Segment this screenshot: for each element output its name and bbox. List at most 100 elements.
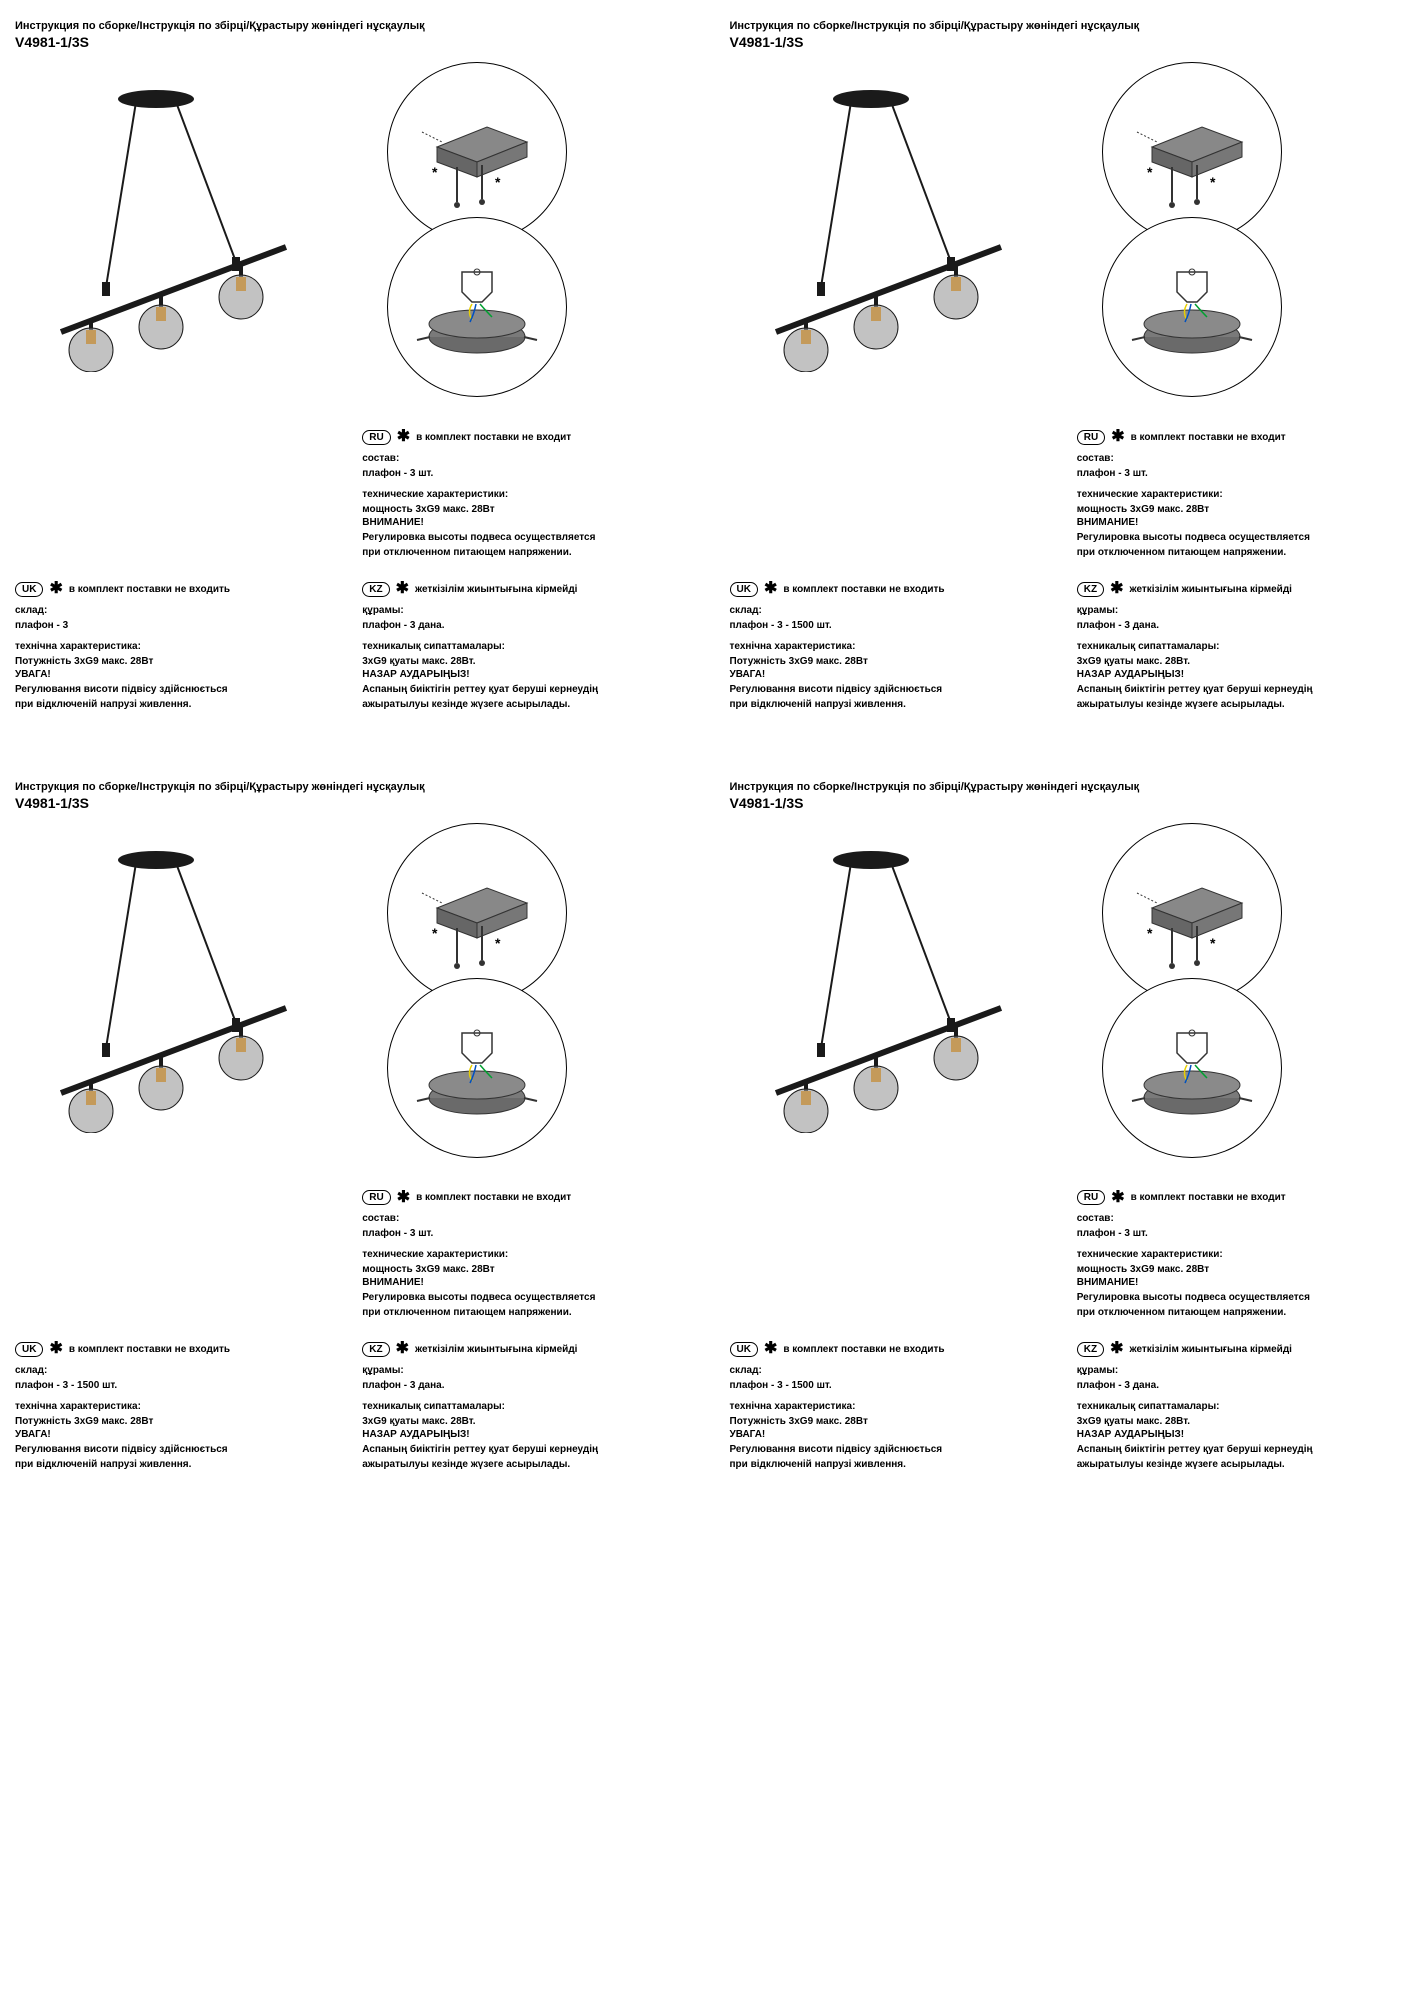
pendant-lamp-illustration <box>761 833 1021 1133</box>
kz-badge: KZ <box>1077 1342 1104 1357</box>
ru-power: мощность 3xG9 макс. 28Вт <box>362 1263 679 1276</box>
ru-composition-label: состав: <box>362 1212 679 1225</box>
instruction-page: Инструкция по сборке/Інструкція по збірц… <box>725 10 1400 741</box>
uk-language-block: UK ✱ в комплект поставки не входить скла… <box>15 579 332 711</box>
detail-circle-top: * * <box>1102 823 1282 1003</box>
uk-language-block: UK ✱ в комплект поставки не входить скла… <box>730 579 1047 711</box>
ceiling-canopy-detail <box>402 232 552 382</box>
uk-power: Потужність 3xG9 макс. 28Вт <box>730 1415 1047 1428</box>
ru-badge: RU <box>1077 1190 1105 1205</box>
kz-composition-label: құрамы: <box>362 1364 679 1377</box>
detail-circle-bottom <box>387 217 567 397</box>
ru-note2: при отключенном питающем напряжении. <box>1077 546 1394 559</box>
ru-not-included: в комплект поставки не входит <box>416 1191 571 1204</box>
uk-note1: Регулювання висоти підвісу здійснюється <box>730 683 1047 696</box>
ru-power: мощность 3xG9 макс. 28Вт <box>1077 503 1394 516</box>
uk-composition-value: плафон - 3 <box>15 619 332 632</box>
uk-badge: UK <box>730 1342 758 1357</box>
kz-composition-label: құрамы: <box>1077 1364 1394 1377</box>
instruction-page: Инструкция по сборке/Інструкція по збірц… <box>725 771 1400 1502</box>
detail-circle-bottom <box>1102 978 1282 1158</box>
asterisk-icon: ✱ <box>764 1339 777 1360</box>
kz-composition-value: плафон - 3 дана. <box>1077 1379 1394 1392</box>
kz-tech-label: техникалық сипаттамалары: <box>362 640 679 653</box>
kz-language-block: KZ ✱ жеткізілім жиынтығына кірмейді құра… <box>362 1339 679 1471</box>
ru-tech-label: технические характеристики: <box>362 1248 679 1261</box>
kz-note2: ажыратылуы кезінде жүзеге асырылады. <box>1077 698 1394 711</box>
asterisk-icon: ✱ <box>1110 1339 1123 1360</box>
uk-note1: Регулювання висоти підвісу здійснюється <box>730 1443 1047 1456</box>
asterisk-icon: ✱ <box>397 427 410 448</box>
kz-warning: НАЗАР АУДАРЫҢЫЗ! <box>362 668 679 681</box>
uk-note1: Регулювання висоти підвісу здійснюється <box>15 1443 332 1456</box>
uk-tech-label: технічна характеристика: <box>730 640 1047 653</box>
pendant-lamp-illustration <box>761 72 1021 372</box>
svg-text:*: * <box>1210 935 1216 951</box>
kz-not-included: жеткізілім жиынтығына кірмейді <box>1130 1343 1292 1356</box>
page-title: Инструкция по сборке/Інструкція по збірц… <box>15 20 680 32</box>
kz-power: 3xG9 қуаты макс. 28Вт. <box>362 655 679 668</box>
uk-tech-label: технічна характеристика: <box>15 1400 332 1413</box>
svg-text:*: * <box>1210 174 1216 190</box>
page-title: Инструкция по сборке/Інструкція по збірц… <box>730 20 1395 32</box>
uk-tech-label: технічна характеристика: <box>15 640 332 653</box>
kz-tech-label: техникалық сипаттамалары: <box>362 1400 679 1413</box>
uk-note1: Регулювання висоти підвісу здійснюється <box>15 683 332 696</box>
asterisk-icon: ✱ <box>1111 427 1124 448</box>
uk-composition-value: плафон - 3 - 1500 шт. <box>730 1379 1047 1392</box>
ru-warning: ВНИМАНИЕ! <box>362 516 679 529</box>
uk-not-included: в комплект поставки не входить <box>69 583 230 596</box>
ru-language-block: RU ✱ в комплект поставки не входит соста… <box>362 427 679 559</box>
mounting-bracket-detail: * * <box>1117 838 1267 988</box>
kz-composition-value: плафон - 3 дана. <box>362 619 679 632</box>
uk-not-included: в комплект поставки не входить <box>783 583 944 596</box>
ru-composition-value: плафон - 3 шт. <box>362 1227 679 1240</box>
kz-note1: Аспаның биіктігін реттеу қуат беруші кер… <box>1077 683 1394 696</box>
ceiling-canopy-detail <box>402 993 552 1143</box>
svg-text:*: * <box>495 935 501 951</box>
model-number: V4981-1/3S <box>15 795 680 811</box>
asterisk-icon: ✱ <box>396 1339 409 1360</box>
uk-warning: УВАГА! <box>730 1428 1047 1441</box>
uk-warning: УВАГА! <box>15 1428 332 1441</box>
uk-composition-label: склад: <box>730 604 1047 617</box>
kz-note2: ажыратылуы кезінде жүзеге асырылады. <box>362 698 679 711</box>
ceiling-canopy-detail <box>1117 232 1267 382</box>
uk-power: Потужність 3xG9 макс. 28Вт <box>15 1415 332 1428</box>
page-title: Инструкция по сборке/Інструкція по збірц… <box>15 781 680 793</box>
uk-power: Потужність 3xG9 макс. 28Вт <box>730 655 1047 668</box>
asterisk-icon: ✱ <box>1110 579 1123 600</box>
ru-note2: при отключенном питающем напряжении. <box>1077 1306 1394 1319</box>
ru-tech-label: технические характеристики: <box>1077 1248 1394 1261</box>
kz-badge: KZ <box>362 582 389 597</box>
kz-note2: ажыратылуы кезінде жүзеге асырылады. <box>362 1458 679 1471</box>
kz-tech-label: техникалық сипаттамалары: <box>1077 1400 1394 1413</box>
ru-badge: RU <box>362 430 390 445</box>
uk-badge: UK <box>15 1342 43 1357</box>
product-illustration <box>15 823 337 1143</box>
mounting-bracket-detail: * * <box>402 77 552 227</box>
detail-circle-bottom <box>387 978 567 1158</box>
ru-composition-label: состав: <box>1077 1212 1394 1225</box>
uk-not-included: в комплект поставки не входить <box>69 1343 230 1356</box>
kz-note1: Аспаның биіктігін реттеу қуат беруші кер… <box>1077 1443 1394 1456</box>
ru-composition-value: плафон - 3 шт. <box>1077 1227 1394 1240</box>
ru-tech-label: технические характеристики: <box>1077 488 1394 501</box>
uk-badge: UK <box>15 582 43 597</box>
product-illustration <box>730 823 1052 1143</box>
ru-not-included: в комплект поставки не входит <box>416 431 571 444</box>
pendant-lamp-illustration <box>46 833 306 1133</box>
ru-note2: при отключенном питающем напряжении. <box>362 546 679 559</box>
product-illustration <box>730 62 1052 382</box>
ceiling-canopy-detail <box>1117 993 1267 1143</box>
uk-language-block: UK ✱ в комплект поставки не входить скла… <box>15 1339 332 1471</box>
ru-badge: RU <box>1077 430 1105 445</box>
page-title: Инструкция по сборке/Інструкція по збірц… <box>730 781 1395 793</box>
ru-language-block: RU ✱ в комплект поставки не входит соста… <box>1077 427 1394 559</box>
uk-tech-label: технічна характеристика: <box>730 1400 1047 1413</box>
asterisk-icon: ✱ <box>764 579 777 600</box>
detail-circle-top: * * <box>387 823 567 1003</box>
ru-not-included: в комплект поставки не входит <box>1131 1191 1286 1204</box>
ru-composition-label: состав: <box>362 452 679 465</box>
kz-power: 3xG9 қуаты макс. 28Вт. <box>362 1415 679 1428</box>
